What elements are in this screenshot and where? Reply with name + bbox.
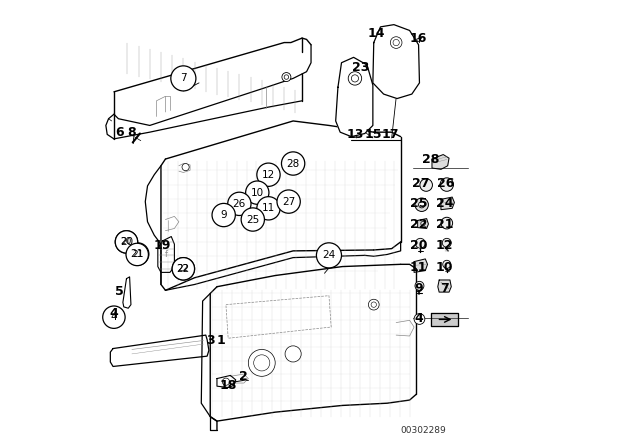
Text: 22: 22 (178, 264, 189, 273)
Circle shape (390, 37, 402, 48)
Circle shape (126, 243, 148, 266)
Circle shape (248, 349, 275, 376)
Circle shape (419, 202, 425, 208)
Text: 12: 12 (436, 239, 453, 252)
Circle shape (241, 208, 264, 231)
Circle shape (277, 190, 300, 213)
Text: 24: 24 (323, 250, 335, 260)
Text: 8: 8 (127, 125, 136, 139)
Circle shape (246, 181, 269, 204)
Circle shape (316, 243, 342, 268)
Polygon shape (158, 237, 174, 272)
Text: 21: 21 (131, 250, 144, 259)
Text: 24: 24 (436, 197, 453, 211)
Circle shape (443, 260, 451, 268)
Circle shape (440, 178, 454, 191)
Circle shape (285, 346, 301, 362)
Text: 16: 16 (410, 31, 428, 45)
Circle shape (415, 238, 425, 248)
Text: 7: 7 (180, 73, 187, 83)
Text: 9: 9 (414, 282, 423, 295)
Circle shape (282, 73, 291, 82)
Text: 22: 22 (177, 264, 190, 274)
Text: 18: 18 (220, 379, 237, 392)
Polygon shape (335, 57, 373, 137)
Circle shape (182, 164, 189, 171)
Circle shape (171, 66, 196, 91)
Text: 20: 20 (120, 237, 133, 247)
Text: 27: 27 (412, 177, 429, 190)
Text: 23: 23 (351, 60, 369, 74)
Text: 7: 7 (440, 282, 449, 295)
Text: 4: 4 (109, 307, 118, 320)
Text: 14: 14 (367, 27, 385, 40)
Text: 28: 28 (287, 159, 300, 168)
Circle shape (442, 238, 451, 247)
Circle shape (127, 243, 149, 265)
Text: 12: 12 (262, 170, 275, 180)
Text: 3: 3 (206, 334, 214, 347)
Text: 13: 13 (346, 128, 364, 141)
Text: 2: 2 (239, 370, 248, 383)
Polygon shape (110, 335, 209, 366)
Text: 5: 5 (115, 284, 124, 298)
Circle shape (282, 152, 305, 175)
Text: 17: 17 (382, 128, 399, 141)
Text: 21: 21 (436, 217, 453, 231)
Text: 00302289: 00302289 (400, 426, 446, 435)
Text: 28: 28 (422, 152, 440, 166)
Polygon shape (373, 25, 419, 99)
Circle shape (115, 231, 138, 253)
Text: 21: 21 (132, 250, 143, 258)
Text: 1: 1 (216, 334, 225, 347)
Text: 19: 19 (154, 239, 171, 252)
Circle shape (257, 163, 280, 186)
Polygon shape (414, 259, 428, 272)
Text: 4: 4 (414, 311, 423, 325)
Text: 26: 26 (233, 199, 246, 209)
Text: 15: 15 (364, 128, 381, 141)
Circle shape (115, 231, 138, 253)
Polygon shape (431, 313, 458, 326)
Circle shape (102, 306, 125, 328)
Text: 27: 27 (282, 197, 295, 207)
Text: 11: 11 (410, 260, 428, 274)
Circle shape (369, 299, 379, 310)
Circle shape (172, 258, 195, 280)
Polygon shape (123, 277, 131, 308)
Polygon shape (418, 219, 428, 228)
Circle shape (414, 314, 425, 324)
Polygon shape (432, 155, 449, 169)
Text: 20: 20 (410, 239, 428, 252)
Circle shape (172, 258, 195, 280)
Circle shape (228, 192, 251, 215)
Text: 25: 25 (410, 197, 428, 211)
Text: 10: 10 (436, 260, 453, 274)
Circle shape (415, 281, 424, 290)
Circle shape (348, 72, 362, 85)
Text: f: f (165, 250, 168, 259)
Text: 11: 11 (262, 203, 275, 213)
Circle shape (415, 198, 428, 211)
Polygon shape (217, 375, 236, 388)
Text: 10: 10 (251, 188, 264, 198)
Text: 25: 25 (246, 215, 259, 224)
Text: 22: 22 (410, 217, 428, 231)
Text: 9: 9 (220, 210, 227, 220)
Polygon shape (438, 280, 451, 292)
Text: 20: 20 (121, 237, 132, 246)
Circle shape (212, 203, 236, 227)
Circle shape (257, 197, 280, 220)
Text: 6: 6 (115, 125, 124, 139)
Circle shape (441, 217, 452, 229)
Text: 4: 4 (111, 312, 117, 322)
Circle shape (420, 179, 433, 191)
Text: 26: 26 (436, 177, 454, 190)
Polygon shape (441, 197, 454, 210)
